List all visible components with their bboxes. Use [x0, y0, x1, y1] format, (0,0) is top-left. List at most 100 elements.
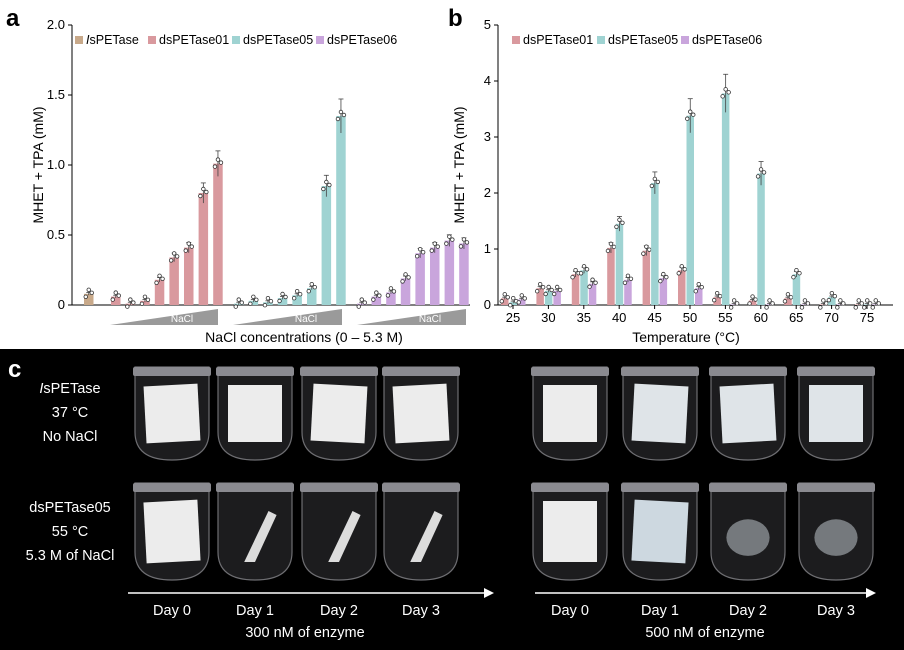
chart-b-point: [799, 305, 805, 310]
vial: [301, 482, 377, 581]
chart-a-point: [420, 249, 426, 255]
chart-b-bar: [721, 93, 730, 305]
chart-b-point: [578, 271, 584, 276]
chart-a-nacl-label: NaCl: [171, 314, 193, 325]
chart-a-point: [268, 299, 274, 304]
pet-film-fragment: [244, 511, 277, 562]
chart-b-point: [543, 291, 548, 297]
chart-a-point: [362, 300, 367, 305]
chart-a-legend-label: dsPETase06: [327, 33, 397, 47]
chart-b-bar: [651, 182, 659, 305]
chart-a-point: [189, 244, 194, 249]
panel-letter-b: b: [448, 5, 463, 32]
chart-a-point: [280, 291, 285, 297]
chart-b-point: [788, 295, 794, 300]
chart-a-point: [359, 297, 364, 302]
chart-a-point: [294, 289, 300, 294]
chart-b-bar: [678, 270, 686, 305]
chart-b-point: [611, 244, 617, 250]
chart-a-point: [201, 186, 206, 192]
chart-a-point: [297, 292, 303, 297]
chart-b-bar: [615, 223, 624, 305]
chart-a-bar: [213, 163, 223, 305]
chart-a-point: [89, 290, 94, 295]
chart-a-point: [374, 290, 379, 295]
chart-b-bar: [642, 250, 651, 305]
chart-b-point: [617, 217, 622, 222]
chart-b-point: [805, 301, 811, 306]
chart-a-bar: [430, 247, 440, 305]
pet-film: [543, 501, 597, 562]
chart-a-nacl-wedge: [357, 309, 466, 325]
chart-a-bar: [84, 293, 94, 305]
day-label: Day 1: [236, 603, 274, 619]
chart-a-xlabel: NaCl concentrations (0 – 5.3 M): [205, 329, 403, 345]
chart-a-ylabel: MHET + TPA (mM): [30, 106, 46, 223]
chart-a-bar: [154, 279, 165, 305]
chart-a-ytick-label: 0: [58, 297, 65, 312]
chart-a-point: [131, 300, 136, 305]
vial-rim: [382, 483, 460, 492]
chart-a-point: [429, 248, 434, 253]
chart-a-point: [432, 241, 437, 246]
chart-a-legend-label: IsPETase: [86, 33, 139, 47]
vial-rim: [300, 367, 378, 376]
pet-film: [143, 499, 201, 564]
chart-b-point: [821, 298, 826, 303]
chart-b-point: [584, 267, 590, 272]
chart-b-xtick-label: 50: [683, 310, 697, 325]
chart-a-point: [327, 182, 332, 188]
day-label: Day 0: [153, 603, 191, 619]
chart-b-point: [747, 301, 752, 306]
chart-b-point: [832, 293, 838, 299]
chart-b-bar: [748, 300, 757, 305]
chart-a-point: [239, 300, 244, 305]
chart-a-point: [277, 298, 282, 304]
chart-a-point: [254, 297, 259, 302]
vial-rim: [531, 367, 609, 376]
chart-a-legend-label: dsPETase05: [243, 33, 313, 47]
chart-b-legend-label: dsPETase06: [692, 33, 762, 47]
chart-b-point: [570, 275, 575, 280]
chart-b-legend-swatch: [512, 36, 520, 44]
chart-a-ytick-label: 1.0: [47, 157, 65, 172]
chart-b-ytick-label: 3: [484, 129, 491, 144]
row2-temperature: 55 °C: [52, 524, 88, 540]
vial-rim: [300, 483, 378, 492]
chart-b-point: [826, 297, 832, 303]
chart-a-point: [168, 258, 174, 263]
chart-b-bar: [580, 270, 588, 305]
chart-b-point: [750, 294, 755, 299]
chart-b-point: [641, 251, 646, 256]
chart-a-point: [265, 296, 271, 301]
chart-a-point: [306, 289, 311, 294]
chart-b-point: [540, 285, 546, 290]
chart-b-point: [699, 285, 704, 290]
chart-b-legend-swatch: [681, 36, 689, 44]
chart-a-bar: [140, 300, 150, 305]
pet-film: [631, 383, 689, 444]
chart-b-bar: [686, 115, 694, 305]
pet-film-fragment: [726, 519, 770, 556]
pet-film-fragment: [410, 511, 443, 562]
row2-salt: 5.3 M of NaCl: [26, 548, 115, 564]
chart-a-point: [356, 304, 361, 309]
chart-a-point: [444, 241, 449, 246]
chart-b-point: [731, 298, 737, 303]
day-label: Day 3: [817, 603, 855, 619]
chart-a-point: [417, 246, 423, 252]
chart-b-bar: [607, 247, 615, 305]
chart-a-point: [447, 234, 452, 239]
chart-b-point: [714, 290, 720, 296]
chart-b-point: [549, 287, 554, 293]
vial-rim: [133, 483, 211, 492]
pet-film: [809, 385, 863, 442]
chart-b-bar: [624, 279, 632, 305]
chart-a-point: [198, 193, 203, 199]
chart-b-bar: [571, 274, 580, 305]
chart-b-xtick-label: 25: [506, 310, 520, 325]
chart-b-xtick-label: 60: [754, 310, 768, 325]
chart-a-point: [388, 286, 394, 291]
chart-b-point: [696, 282, 701, 287]
